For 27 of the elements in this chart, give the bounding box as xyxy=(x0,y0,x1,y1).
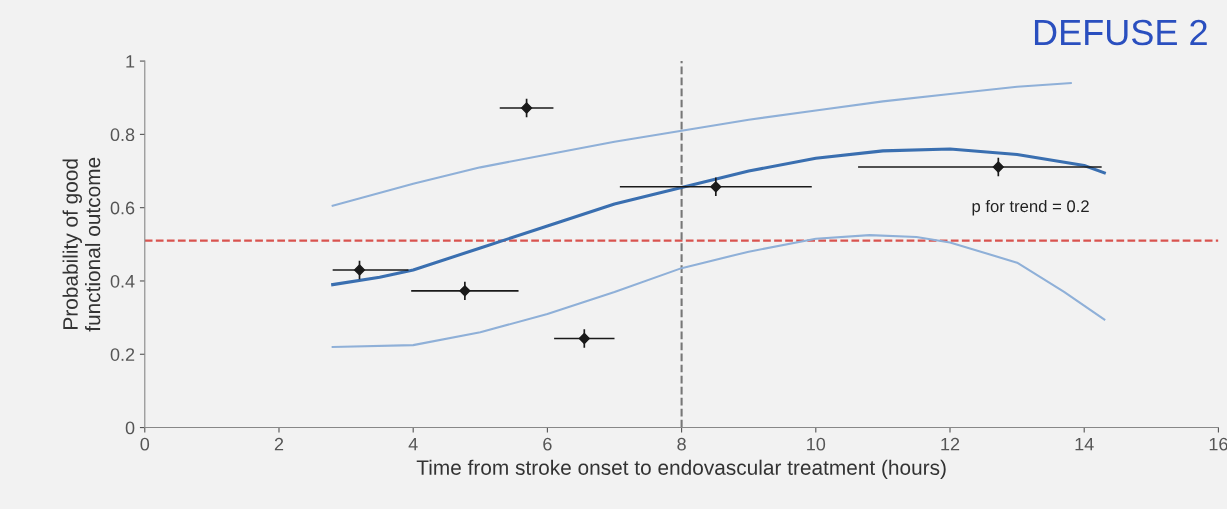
point xyxy=(520,102,533,114)
x-tick-label: 4 xyxy=(408,437,418,451)
y-tick-label: 0.2 xyxy=(110,348,135,361)
x-axis-title: Time from stroke onset to endovascular treatment (hours) xyxy=(416,459,946,480)
y-tick-label: 0.6 xyxy=(110,201,135,215)
line-series xyxy=(331,147,1106,287)
x-tick-label: 12 xyxy=(941,437,960,451)
chart-title: DEFUSE 2 xyxy=(1034,19,1207,46)
y-tick-label: 0 xyxy=(125,421,135,435)
y-tick-label: 0.4 xyxy=(110,274,135,288)
x-tick-label: 10 xyxy=(807,437,826,451)
x-tick-label: 6 xyxy=(543,437,552,451)
y-axis-title: Probability of good functional outcome xyxy=(62,157,101,332)
point xyxy=(459,285,471,297)
x-tick-label: 2 xyxy=(274,437,284,451)
annotation: p for trend = 0.2 xyxy=(972,199,1089,216)
point xyxy=(992,161,1004,173)
point xyxy=(353,264,366,276)
y-tick-label: 1 xyxy=(126,55,135,68)
x-tick-label: 8 xyxy=(677,437,686,451)
point xyxy=(578,332,590,345)
line-series xyxy=(331,234,1106,348)
x-tick-label: 16 xyxy=(1209,437,1227,451)
x-tick-label: 14 xyxy=(1075,437,1094,451)
y-tick-label: 0.8 xyxy=(110,128,135,142)
x-tick-label: 0 xyxy=(140,437,150,451)
point xyxy=(710,181,722,193)
